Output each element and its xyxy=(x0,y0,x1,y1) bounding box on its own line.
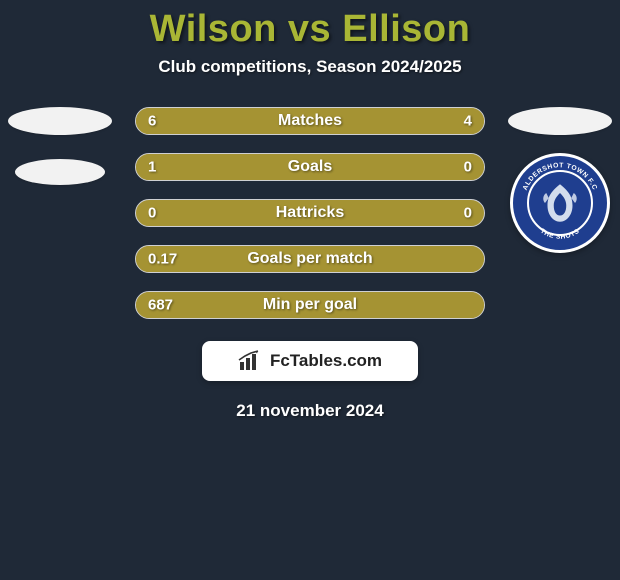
left-badges xyxy=(0,107,120,185)
comparison-widget: Wilson vs Ellison Club competitions, Sea… xyxy=(0,0,620,580)
bar-label: Matches xyxy=(136,112,484,130)
stat-bar: Hattricks0 0 xyxy=(135,199,485,227)
stat-bar: Min per goal687 xyxy=(135,291,485,319)
bar-chart-icon xyxy=(238,350,264,372)
bar-value-left: 1 xyxy=(148,159,156,176)
svg-text:ALDERSHOT TOWN F.C: ALDERSHOT TOWN F.C xyxy=(522,162,598,191)
bar-value-left: 0.17 xyxy=(148,251,177,268)
club-ring-top: ALDERSHOT TOWN F.C xyxy=(522,162,598,191)
bar-value-right: 4 xyxy=(464,113,472,130)
bar-value-right: 0 xyxy=(464,205,472,222)
stat-bars: Matches64Goals10Hattricks00Goals per mat… xyxy=(135,107,485,319)
left-ellipse-1 xyxy=(8,107,112,135)
bar-label: Min per goal xyxy=(136,296,484,314)
bar-value-left: 687 xyxy=(148,297,173,314)
club-badge-ring-text: ALDERSHOT TOWN F.C THE SHOTS xyxy=(513,156,607,250)
bar-label: Hattricks xyxy=(136,204,484,222)
date-text: 21 november 2024 xyxy=(0,401,620,421)
bar-value-left: 6 xyxy=(148,113,156,130)
bar-value-right: 0 xyxy=(464,159,472,176)
bar-label: Goals per match xyxy=(136,250,484,268)
page-title: Wilson vs Ellison xyxy=(0,0,620,51)
bar-value-left: 0 xyxy=(148,205,156,222)
left-ellipse-2 xyxy=(15,159,105,185)
club-ring-bottom: THE SHOTS xyxy=(539,228,581,241)
stat-bar: Goals1 0 xyxy=(135,153,485,181)
branding-badge[interactable]: FcTables.com xyxy=(202,341,418,381)
branding-text: FcTables.com xyxy=(270,351,382,371)
bar-label: Goals xyxy=(136,158,484,176)
subtitle: Club competitions, Season 2024/2025 xyxy=(0,57,620,77)
right-ellipse-1 xyxy=(508,107,612,135)
right-badges: ALDERSHOT TOWN F.C THE SHOTS xyxy=(500,107,620,253)
stat-bar: Goals per match0.17 xyxy=(135,245,485,273)
content-area: ALDERSHOT TOWN F.C THE SHOTS Matches6 4 Go… xyxy=(0,107,620,421)
stat-bar: Matches6 4 xyxy=(135,107,485,135)
club-badge: ALDERSHOT TOWN F.C THE SHOTS xyxy=(510,153,610,253)
svg-text:THE SHOTS: THE SHOTS xyxy=(539,228,581,241)
